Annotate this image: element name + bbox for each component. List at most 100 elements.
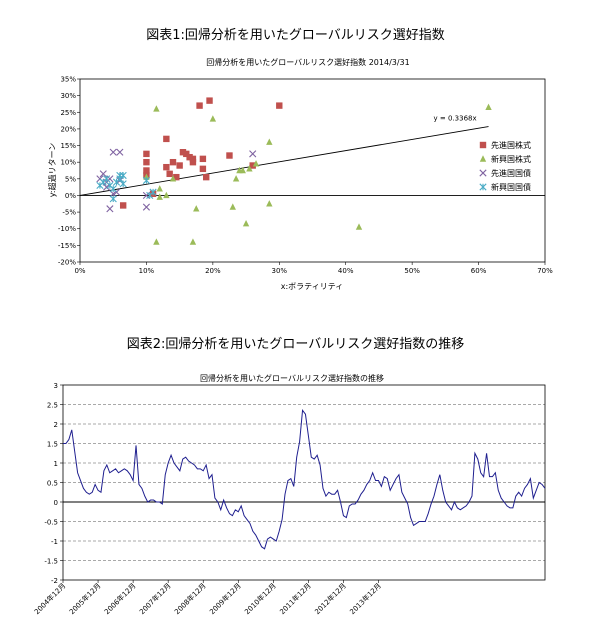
scatter-x-tick-label: 10% xyxy=(139,267,155,275)
scatter-point xyxy=(232,175,240,182)
scatter-plot-frame xyxy=(79,78,546,263)
line-x-tick-label: 2005年12月 xyxy=(67,581,102,616)
legend-label: 先進国国債 xyxy=(491,168,531,178)
scatter-title: 回帰分析を用いたグローバルリスク選好指数 2014/3/31 xyxy=(206,57,409,67)
scatter-point xyxy=(173,173,180,181)
scatter-point xyxy=(143,150,150,158)
scatter-y-tick-label: -5% xyxy=(62,209,76,217)
line-y-tick-label: 2.5 xyxy=(47,402,58,410)
scatter-point xyxy=(149,188,157,196)
line-x-tick-label: 2012年12月 xyxy=(313,581,348,616)
scatter-point xyxy=(116,148,124,156)
scatter-point xyxy=(166,170,173,178)
line-x-tick-label: 2010年12月 xyxy=(243,581,278,616)
legend-label: 新興国国債 xyxy=(491,182,531,192)
scatter-y-tick-label: 5% xyxy=(65,175,76,183)
scatter-point xyxy=(239,166,246,174)
scatter-point xyxy=(189,158,197,166)
scatter-x-tick-label: 0% xyxy=(74,267,85,275)
scatter-x-tick-label: 50% xyxy=(404,267,420,275)
scatter-y-tick-label: 25% xyxy=(60,109,76,117)
scatter-point xyxy=(179,149,187,156)
scatter-y-tick-label: 10% xyxy=(60,159,76,167)
regression-label: y = 0.3368x xyxy=(434,115,477,123)
scatter-point xyxy=(109,185,117,193)
scatter-point xyxy=(206,97,213,104)
scatter-x-tick-label: 30% xyxy=(272,267,288,275)
scatter-point xyxy=(163,135,170,143)
scatter-y-tick-label: 20% xyxy=(60,125,76,133)
legend-marker xyxy=(479,183,487,191)
scatter-point xyxy=(203,173,210,181)
line-y-tick-label: 1 xyxy=(54,460,58,468)
scatter-point xyxy=(106,205,114,213)
line-x-tick-label: 2009年12月 xyxy=(208,581,243,616)
scatter-point xyxy=(163,163,170,171)
risk-index-series-line xyxy=(63,409,546,550)
line-x-tick-label: 2004年12月 xyxy=(32,581,67,616)
scatter-point xyxy=(189,155,197,163)
scatter-x-tick-label: 40% xyxy=(338,267,354,275)
scatter-point xyxy=(169,175,177,182)
scatter-point xyxy=(143,167,150,174)
scatter-point xyxy=(199,155,207,163)
scatter-point xyxy=(249,150,257,158)
legend-marker xyxy=(479,141,487,149)
scatter-point xyxy=(99,170,107,178)
scatter-point xyxy=(242,220,250,227)
scatter-point xyxy=(153,105,160,112)
scatter-x-tick-label: 20% xyxy=(205,267,221,275)
scatter-point xyxy=(485,103,492,110)
line-x-tick-label: 2006年12月 xyxy=(102,581,137,616)
scatter-x-tick-label: 60% xyxy=(471,267,487,275)
scatter-point xyxy=(355,223,363,230)
scatter-y-tick-label: 30% xyxy=(60,92,76,100)
scatter-point xyxy=(119,202,127,209)
scatter-point xyxy=(249,162,256,169)
scatter-point xyxy=(106,175,114,183)
line-y-tick-label: -2 xyxy=(51,577,58,585)
scatter-point xyxy=(266,200,273,207)
scatter-point xyxy=(142,191,151,200)
scatter-y-tick-label: 0% xyxy=(65,192,76,200)
scatter-point xyxy=(229,203,236,210)
scatter-point xyxy=(176,162,183,169)
scatter-point xyxy=(109,195,117,203)
scatter-y-tick-label: -15% xyxy=(58,242,76,250)
line-y-tick-label: 0.5 xyxy=(47,480,58,488)
scatter-point xyxy=(226,152,233,159)
line-y-tick-label: 2 xyxy=(54,421,58,429)
line-x-tick-label: 2007年12月 xyxy=(137,581,172,616)
figure-1-heading: 図表1:回帰分析を用いたグローバルリスク選好指数 xyxy=(146,28,445,43)
line-y-tick-label: -1 xyxy=(51,538,58,546)
scatter-point xyxy=(169,158,177,166)
line-title: 回帰分析を用いたグローバルリスク選好指数の推移 xyxy=(200,373,384,383)
legend-marker xyxy=(479,169,487,177)
scatter-point xyxy=(252,160,260,167)
line-x-tick-label: 2011年12月 xyxy=(278,581,313,616)
scatter-point xyxy=(183,150,190,158)
line-y-tick-label: -0.5 xyxy=(44,519,58,527)
line-y-tick-label: -1.5 xyxy=(44,558,58,566)
scatter-point xyxy=(266,138,273,145)
scatter-point xyxy=(102,175,111,183)
scatter-point xyxy=(196,102,203,109)
scatter-x-tick-label: 70% xyxy=(537,267,553,275)
scatter-point xyxy=(119,180,127,188)
scatter-point xyxy=(119,171,127,180)
scatter-ylabel: y:超過リターン xyxy=(47,143,57,197)
scatter-point xyxy=(156,185,163,192)
legend-label: 新興国株式 xyxy=(491,154,531,164)
legend-label: 先進国株式 xyxy=(491,140,531,150)
line-y-tick-label: 1.5 xyxy=(47,441,58,449)
scatter-point xyxy=(276,102,283,109)
scatter-y-tick-label: -20% xyxy=(58,259,76,267)
regression-line xyxy=(79,126,489,196)
scatter-chart: 回帰分析を用いたグローバルリスク選好指数 2014/3/31 x:ボラティリティ… xyxy=(47,57,553,291)
figure-2-heading: 図表2:回帰分析を用いたグローバルリスク選好指数の推移 xyxy=(126,337,465,352)
scatter-point xyxy=(199,165,207,173)
scatter-point xyxy=(193,205,200,212)
scatter-point xyxy=(246,165,253,172)
scatter-point xyxy=(142,203,151,211)
